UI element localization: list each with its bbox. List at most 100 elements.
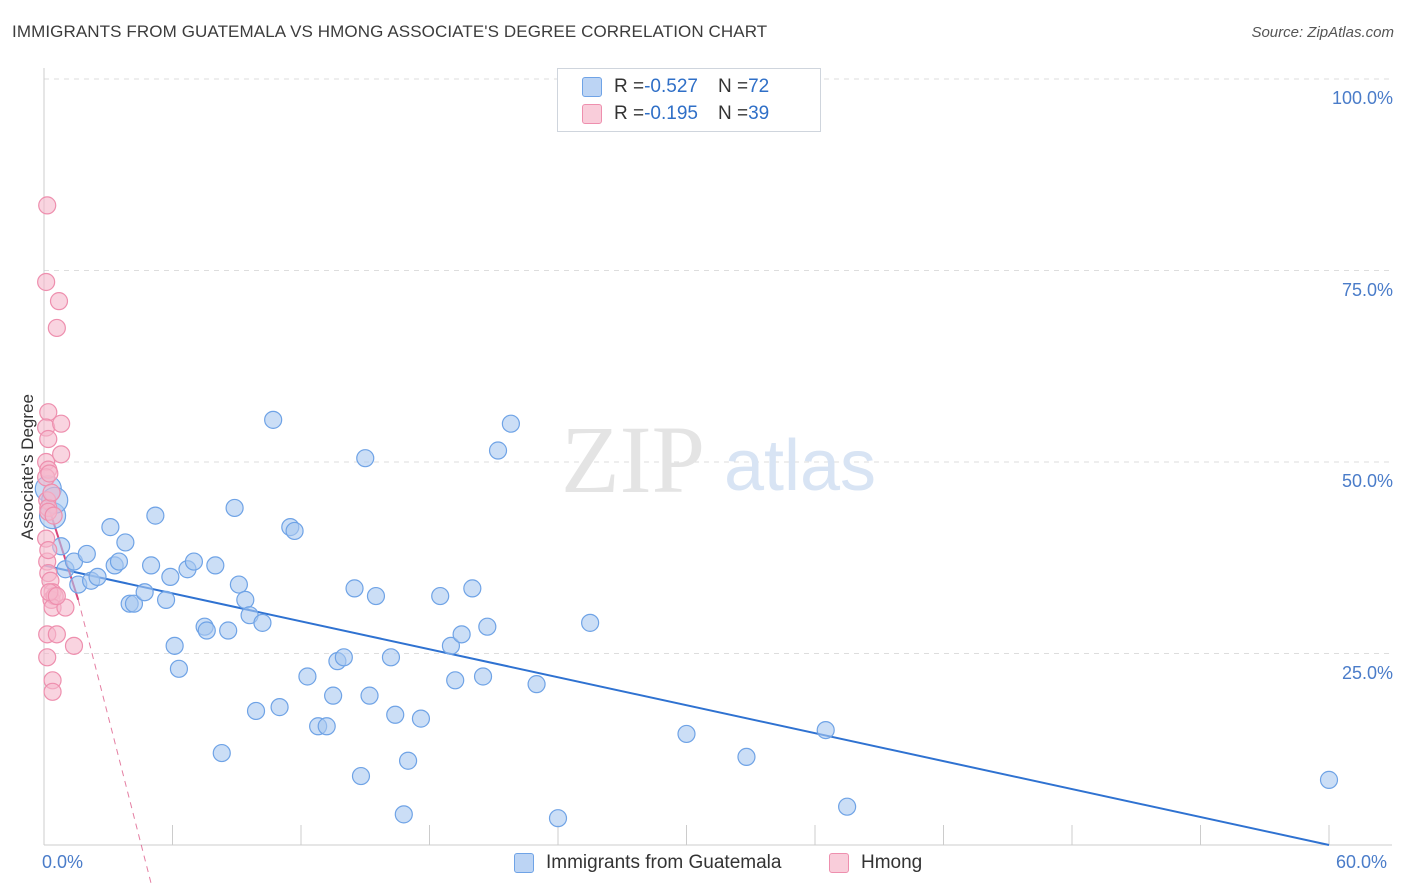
point-guatemala [298,667,317,686]
point-guatemala [488,441,508,460]
point-hmong [40,464,59,483]
point-guatemala [398,751,418,770]
trend-lines [43,492,1330,884]
point-guatemala [473,667,493,686]
point-guatemala [169,659,189,678]
point-guatemala [165,636,184,655]
point-guatemala [816,720,835,740]
legend-n-value: 72 [748,76,770,97]
series-swatch-blue [514,853,534,873]
point-guatemala [527,675,546,694]
point-guatemala [317,717,336,736]
y-tick-label: 25.0% [1341,662,1393,683]
point-guatemala [431,586,450,606]
point-guatemala [264,410,283,429]
x-tick-max: 60.0% [1336,852,1388,872]
legend-row-guatemala: R = -0.527 N = 72 [582,75,769,99]
point-guatemala [212,743,231,763]
point-guatemala [285,521,304,541]
point-guatemala [77,544,96,564]
point-guatemala [141,556,161,575]
point-guatemala [146,506,165,525]
legend-n-label: N = [717,103,749,124]
point-guatemala [334,648,353,667]
series-legend-hmong[interactable]: Hmong [829,852,922,874]
point-guatemala [581,613,600,632]
legend-swatch-blue [582,77,602,97]
trend-line-hmong-extension [77,599,152,884]
series-name-hmong: Hmong [861,852,923,873]
point-guatemala [366,586,386,606]
point-hmong [64,636,84,655]
point-guatemala [206,556,225,575]
point-hmong [44,506,63,525]
point-hmong [42,483,61,502]
point-guatemala [253,613,272,632]
legend-r-label: R = [614,103,645,124]
point-guatemala [351,766,371,786]
point-guatemala [219,621,238,640]
point-guatemala [345,579,364,598]
point-hmong [49,292,69,311]
point-guatemala [270,698,289,717]
point-guatemala [394,805,413,824]
point-hmong [47,318,66,338]
gridlines [44,78,1392,654]
point-guatemala [225,498,244,518]
point-guatemala [324,686,343,705]
chart-title: IMMIGRANTS FROM GUATEMALA VS HMONG ASSOC… [12,22,768,41]
series-legend-guatemala[interactable]: Immigrants from Guatemala [514,852,781,874]
point-hmong [37,272,56,292]
point-guatemala [737,747,756,767]
point-guatemala [184,552,204,571]
x-tick-min: 0.0% [42,852,84,872]
correlation-legend: R = -0.527 N = 72 R = -0.195 N = 39 [557,68,821,132]
legend-swatch-pink [582,104,602,124]
y-tick-label: 75.0% [1341,279,1393,300]
point-hmong [39,540,58,560]
point-guatemala [548,809,568,828]
point-guatemala [88,567,107,587]
legend-r-value: -0.195 [644,103,698,124]
watermark-zip: ZIP [561,406,705,513]
point-guatemala [478,617,497,636]
point-guatemala [441,636,461,655]
point-hmong [38,648,57,667]
point-guatemala [124,594,144,613]
point-guatemala [501,414,520,433]
point-guatemala [109,552,129,571]
legend-row-hmong: R = -0.195 N = 39 [582,102,769,126]
point-guatemala [356,449,375,468]
point-guatemala [446,671,465,690]
point-guatemala [463,579,482,598]
point-guatemala [411,709,431,728]
point-hmong [52,445,71,464]
point-hmong [47,586,66,606]
point-guatemala [116,533,135,552]
y-axis-title: Associate's Degree [18,394,37,540]
point-hmong [43,682,62,701]
y-tick-label: 100.0% [1331,88,1393,108]
point-guatemala [236,590,255,609]
point-guatemala [452,625,471,644]
legend-n-value: 39 [748,103,770,124]
point-guatemala [677,724,696,744]
point-hmong [39,429,58,449]
data-points [34,196,1339,828]
point-guatemala [1319,770,1339,789]
point-guatemala [381,648,401,667]
point-guatemala [161,567,180,587]
y-tick-label: 50.0% [1341,471,1393,491]
point-guatemala [246,701,266,721]
point-hmong [47,625,66,644]
point-guatemala [360,686,379,705]
axes [43,68,1392,846]
point-hmong [38,196,57,215]
point-hmong [52,414,71,433]
watermark-atlas: atlas [724,426,876,506]
point-guatemala [386,705,405,724]
point-guatemala [101,518,120,537]
trend-line-guatemala [43,564,1330,846]
legend-r-value: -0.527 [644,76,698,97]
